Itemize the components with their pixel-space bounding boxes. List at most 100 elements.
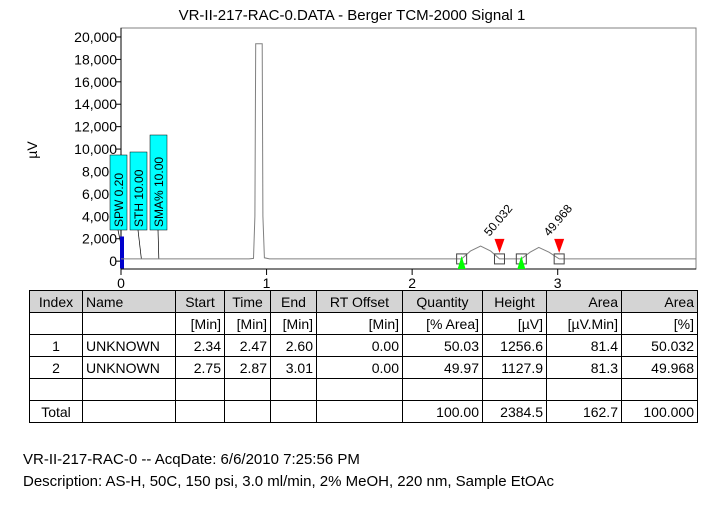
table-cell: [µV] <box>482 312 547 335</box>
x-ticks: 0 1 2 3 <box>117 269 562 290</box>
table-cell <box>270 378 317 401</box>
table-total-row: Total 100.00 2384.5 162.7 100.000 <box>29 400 698 423</box>
header-area-percent: Area <box>621 290 698 313</box>
peak-start-marker <box>457 256 466 269</box>
peak-markers: 50.032 49.968 <box>456 201 576 269</box>
table-cell: 2384.5 <box>482 400 547 423</box>
header-index: Index <box>29 290 83 313</box>
y-tick-label: 0 <box>109 253 117 269</box>
peak-end-marker <box>554 238 565 253</box>
table-cell: [Min] <box>270 312 317 335</box>
table-cell: 1 <box>29 334 83 357</box>
table-cell: 1127.9 <box>482 356 547 379</box>
plot-frame <box>120 27 697 270</box>
header-quantity: Quantity <box>402 290 483 313</box>
table-cell: 49.97 <box>402 356 483 379</box>
parameter-box <box>129 151 148 231</box>
parameter-label: SMA% 10.00 <box>152 157 166 227</box>
table-cell <box>316 378 403 401</box>
header-time: Time <box>224 290 271 313</box>
table-cell: UNKNOWN <box>82 334 176 357</box>
y-tick-label: 14,000 <box>74 96 117 112</box>
x-tick-label: 1 <box>263 275 271 290</box>
y-tick-label: 20,000 <box>74 29 117 45</box>
table-cell: 49.968 <box>621 356 698 379</box>
acquisition-info: VR-II-217-RAC-0 -- AcqDate: 6/6/2010 7:2… <box>23 451 360 468</box>
table-cell: 100.00 <box>402 400 483 423</box>
table-cell <box>224 378 271 401</box>
baseline-marker <box>553 253 565 265</box>
peak-end-marker <box>494 238 505 253</box>
parameter-box <box>149 134 168 231</box>
parameter-leader <box>157 229 160 260</box>
table-cell: 81.4 <box>546 334 622 357</box>
parameter-box <box>109 154 128 231</box>
table-cell: [Min] <box>316 312 403 335</box>
parameter-label: SPW 0.20 <box>112 173 126 227</box>
table-cell: 162.7 <box>546 400 622 423</box>
table-cell: 50.032 <box>621 334 698 357</box>
baseline-marker <box>493 253 505 265</box>
results-table: Index Name Start Time End RT Offset Quan… <box>29 290 698 423</box>
table-header-row: Index Name Start Time End RT Offset Quan… <box>29 290 698 313</box>
table-row: 1 UNKNOWN 2.34 2.47 2.60 0.00 50.03 1256… <box>29 334 698 357</box>
y-tick-label: 8,000 <box>82 163 117 179</box>
table-cell <box>175 400 225 423</box>
table-cell: 0.00 <box>316 334 403 357</box>
table-row: 2 UNKNOWN 2.75 2.87 3.01 0.00 49.97 1127… <box>29 356 698 379</box>
table-cell <box>270 400 317 423</box>
table-cell: 100.000 <box>621 400 698 423</box>
header-area: Area <box>546 290 622 313</box>
table-units-row: [Min] [Min] [Min] [Min] [% Area] [µV] [µ… <box>29 312 698 335</box>
header-start: Start <box>175 290 225 313</box>
header-height: Height <box>482 290 547 313</box>
table-cell: [Min] <box>175 312 225 335</box>
table-cell: 2 <box>29 356 83 379</box>
table-cell <box>224 400 271 423</box>
table-cell: [µV.Min] <box>546 312 622 335</box>
table-cell <box>82 400 176 423</box>
table-cell <box>29 378 83 401</box>
table-cell: [%] <box>621 312 698 335</box>
y-tick-label: 12,000 <box>74 119 117 135</box>
peak-start-marker <box>517 256 526 269</box>
integration-parameters: SPW 0.20 STH 10.00 SMA% 10.00 <box>109 134 168 269</box>
table-cell: UNKNOWN <box>82 356 176 379</box>
table-cell <box>82 312 176 335</box>
table-cell: 1256.6 <box>482 334 547 357</box>
table-cell <box>546 378 622 401</box>
table-cell <box>175 378 225 401</box>
table-cell: 2.60 <box>270 334 317 357</box>
table-cell <box>29 312 83 335</box>
table-cell: 0.00 <box>316 356 403 379</box>
y-tick-label: 2,000 <box>82 231 117 247</box>
table-cell: [% Area] <box>402 312 483 335</box>
y-tick-label: 4,000 <box>82 208 117 224</box>
table-cell: 2.75 <box>175 356 225 379</box>
table-cell: 2.34 <box>175 334 225 357</box>
y-tick-label: 10,000 <box>74 141 117 157</box>
x-tick-label: 0 <box>117 275 125 290</box>
signal-trace <box>121 43 696 260</box>
x-tick-label: 3 <box>554 275 562 290</box>
table-cell: 2.87 <box>224 356 271 379</box>
peak-label: 49.968 <box>541 201 576 238</box>
chart-title: VR-II-217-RAC-0.DATA - Berger TCM-2000 S… <box>179 7 526 24</box>
header-name: Name <box>82 290 176 313</box>
parameter-leader <box>137 229 142 260</box>
y-ticks: 0 2,000 4,000 6,000 8,000 10,000 12,000 14,000 1… <box>74 29 121 269</box>
table-cell <box>82 378 176 401</box>
y-tick-label: 6,000 <box>82 186 117 202</box>
header-rt-offset: RT Offset <box>316 290 403 313</box>
table-cell <box>482 378 547 401</box>
x-tick-label: 2 <box>408 275 416 290</box>
table-cell: 81.3 <box>546 356 622 379</box>
table-cell <box>621 378 698 401</box>
table-cell: 2.47 <box>224 334 271 357</box>
table-cell <box>316 400 403 423</box>
method-description: Description: AS-H, 50C, 150 psi, 3.0 ml/… <box>23 473 555 490</box>
event-bar <box>120 236 124 269</box>
table-cell: 50.03 <box>402 334 483 357</box>
chromatogram-chart: VR-II-217-RAC-0.DATA - Berger TCM-2000 S… <box>24 7 697 290</box>
peak-label: 50.032 <box>481 201 516 238</box>
